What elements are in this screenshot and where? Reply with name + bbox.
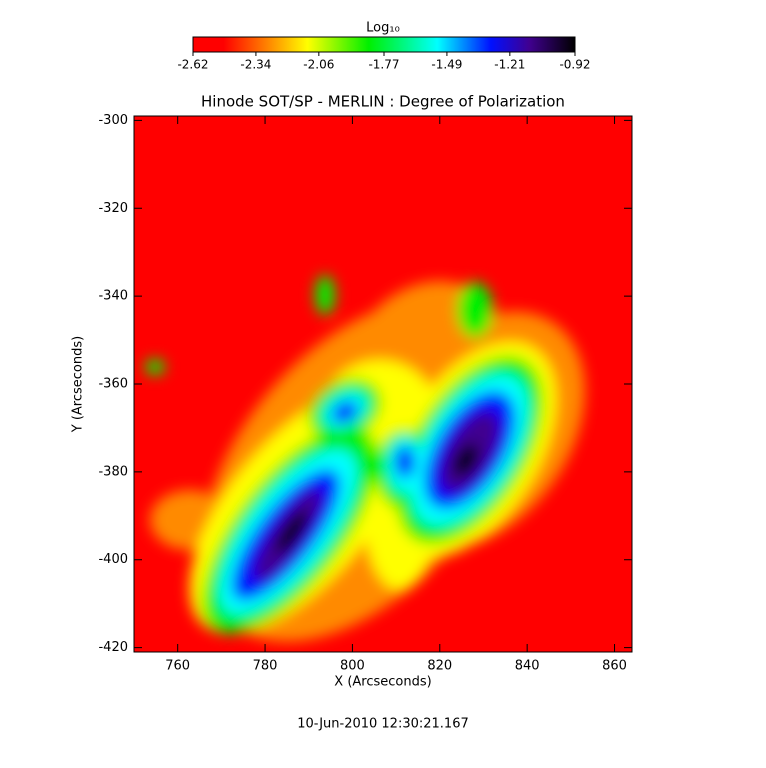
colorbar-tick-label: -2.06: [303, 58, 334, 72]
colorbar-tick-label: -1.21: [494, 58, 525, 72]
feature: [145, 359, 165, 375]
feature: [457, 282, 493, 338]
colorbar-tick-label: -2.34: [240, 58, 271, 72]
x-tick-label: 800: [340, 659, 365, 674]
chart-title: Hinode SOT/SP - MERLIN : Degree of Polar…: [201, 93, 565, 111]
y-tick-label: -320: [98, 201, 128, 216]
colorbar: [192, 36, 576, 53]
x-tick-label: 840: [515, 659, 540, 674]
feature: [395, 446, 415, 478]
feature: [315, 275, 335, 315]
features: [145, 275, 585, 642]
x-tick-label: 820: [427, 659, 452, 674]
colorbar-tick-label: -2.62: [177, 58, 208, 72]
colorbar-tick-label: -1.49: [431, 58, 462, 72]
y-axis-label: Y (Arcseconds): [71, 336, 86, 433]
feature: [276, 511, 308, 553]
y-tick-label: -340: [98, 289, 128, 304]
x-tick-label: 760: [165, 659, 190, 674]
y-tick-label: -400: [98, 552, 128, 567]
feature: [331, 400, 359, 424]
y-tick-label: -380: [98, 464, 128, 479]
y-tick-label: -300: [98, 113, 128, 128]
colorbar-label: Log₁₀: [366, 21, 400, 36]
x-tick-label: 860: [602, 659, 627, 674]
colorbar-tick-label: -0.92: [559, 58, 590, 72]
y-tick-label: -420: [98, 640, 128, 655]
y-tick-label: -360: [98, 377, 128, 392]
timestamp: 10-Jun-2010 12:30:21.167: [297, 717, 469, 732]
colorbar-tick-label: -1.77: [368, 58, 399, 72]
x-axis-label: X (Arcseconds): [334, 675, 431, 690]
x-tick-label: 780: [253, 659, 278, 674]
polarization-image: [134, 116, 632, 652]
feature: [453, 443, 479, 477]
